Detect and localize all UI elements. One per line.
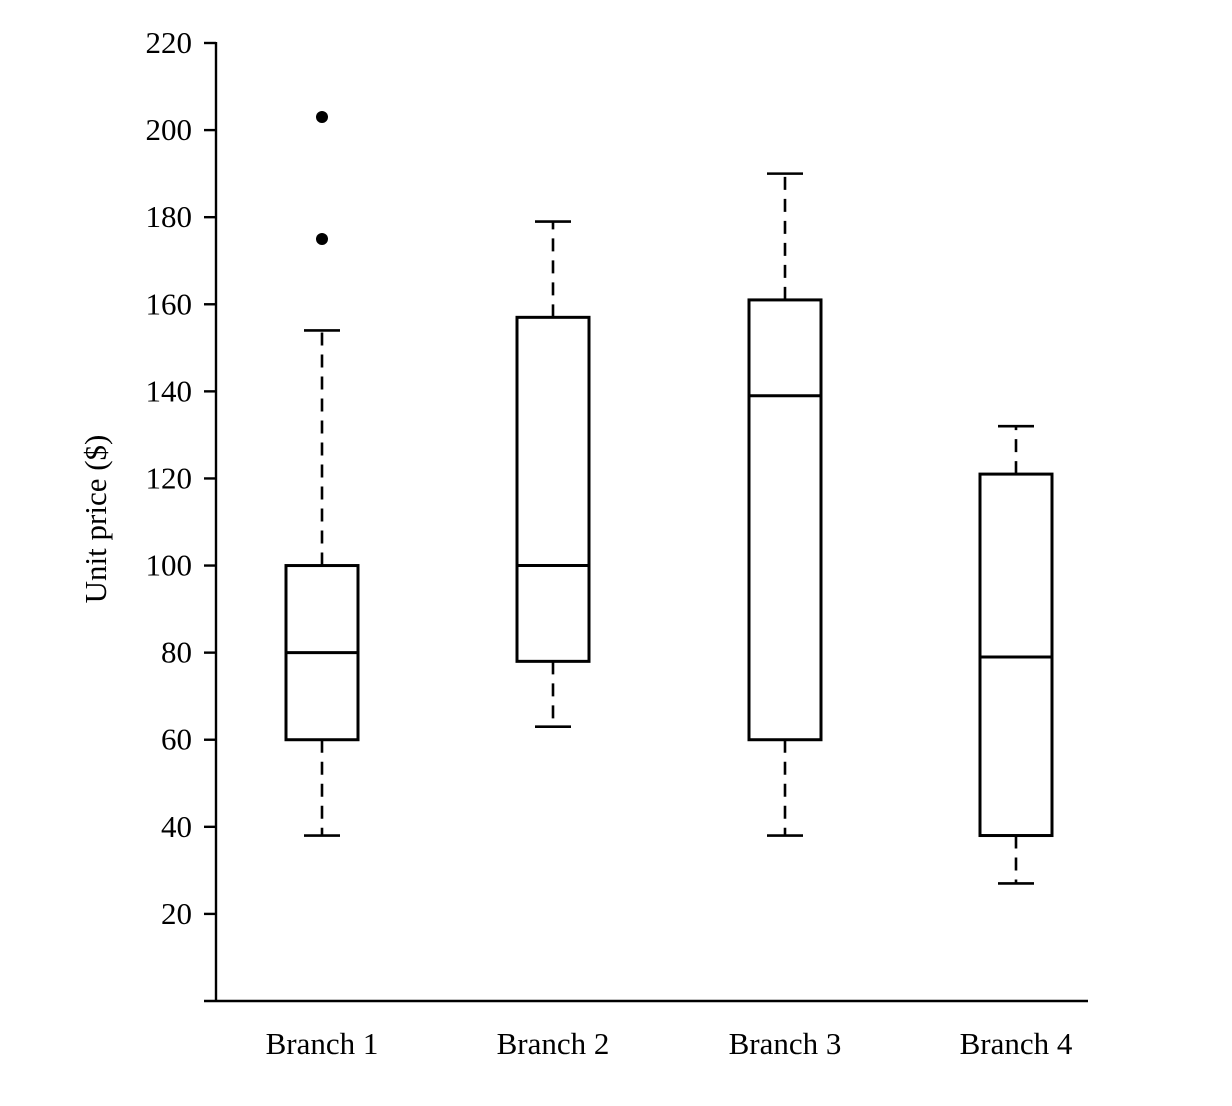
y-tick-label: 140 bbox=[146, 373, 193, 408]
y-tick-label: 160 bbox=[146, 286, 193, 321]
x-tick-labels: Branch 1 Branch 2 Branch 3 Branch 4 bbox=[266, 1026, 1073, 1061]
iqr-box bbox=[978, 472, 1054, 838]
y-ticks: 20 40 60 80 100 120 140 160 180 200 220 bbox=[146, 25, 216, 931]
box-group bbox=[747, 172, 823, 837]
y-tick-label: 200 bbox=[146, 112, 193, 147]
y-tick-label: 60 bbox=[161, 722, 192, 757]
outlier-point bbox=[316, 111, 328, 124]
y-tick-label: 100 bbox=[146, 548, 193, 583]
y-tick-label: 40 bbox=[161, 809, 192, 844]
y-axis-title: Unit price ($) bbox=[78, 435, 113, 604]
x-tick-label: Branch 3 bbox=[729, 1026, 842, 1061]
box-group bbox=[284, 111, 360, 837]
y-tick-label: 80 bbox=[161, 635, 192, 670]
boxes bbox=[284, 111, 1054, 885]
box-group bbox=[515, 220, 591, 728]
box-group bbox=[978, 424, 1054, 885]
outlier-point bbox=[316, 232, 328, 245]
y-tick-label: 120 bbox=[146, 460, 193, 495]
x-tick-label: Branch 1 bbox=[266, 1026, 379, 1061]
iqr-box bbox=[747, 298, 823, 742]
y-tick-label: 20 bbox=[161, 896, 192, 931]
y-tick-label: 220 bbox=[146, 25, 193, 60]
axes bbox=[204, 42, 1088, 1003]
y-tick-label: 180 bbox=[146, 199, 193, 234]
iqr-box bbox=[515, 315, 591, 663]
x-tick-label: Branch 4 bbox=[960, 1026, 1073, 1061]
x-tick-label: Branch 2 bbox=[497, 1026, 610, 1061]
